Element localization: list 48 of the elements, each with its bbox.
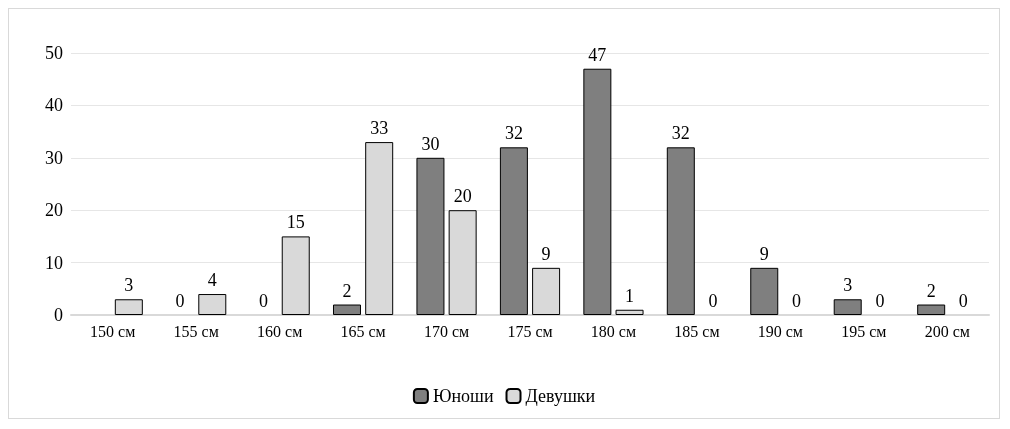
data-label: 0	[175, 291, 185, 311]
data-label: 15	[286, 212, 305, 233]
data-label: 0	[708, 291, 718, 311]
data-label: 32	[504, 123, 523, 144]
data-label: 0	[259, 291, 269, 311]
y-tick-label: 40	[45, 95, 63, 116]
y-tick-label: 10	[45, 252, 63, 273]
x-tick-label: 170 см	[423, 322, 470, 340]
y-tick-label: 50	[45, 43, 63, 63]
x-tick-label: 150 см	[90, 322, 136, 340]
data-label: 9	[759, 243, 769, 264]
data-label: 1	[625, 285, 635, 306]
legend-label: Юноши	[432, 386, 494, 406]
data-label: 0	[791, 291, 801, 311]
data-label: 47	[588, 44, 607, 65]
legend-label: Девушки	[525, 386, 596, 406]
data-label: 2	[342, 280, 352, 301]
bar	[666, 147, 695, 315]
bar	[499, 147, 528, 315]
x-tick-label: 200 см	[924, 322, 970, 340]
x-tick-label: 160 см	[257, 322, 303, 340]
data-label: 32	[671, 123, 690, 144]
data-label: 9	[541, 243, 551, 264]
data-label: 4	[207, 270, 217, 291]
data-label: 30	[421, 133, 440, 154]
data-label: 0	[875, 291, 885, 311]
bar	[583, 68, 612, 315]
y-tick-label: 30	[45, 147, 63, 168]
data-label: 33	[370, 118, 389, 139]
x-tick-label: 155 см	[173, 322, 219, 340]
data-label: 0	[958, 291, 968, 311]
x-tick-label: 165 см	[340, 322, 386, 340]
x-tick-label: 190 см	[757, 322, 803, 340]
y-tick-label: 0	[54, 305, 63, 325]
data-label: 3	[124, 275, 134, 296]
bar	[833, 299, 862, 315]
bar	[750, 267, 779, 315]
x-tick-label: 180 см	[590, 322, 637, 340]
data-label: 2	[926, 280, 936, 301]
x-tick-label: 185 см	[674, 322, 720, 340]
data-label: 20	[453, 186, 472, 207]
bar	[917, 304, 946, 315]
x-tick-label: 175 см	[507, 322, 553, 340]
bar	[416, 157, 445, 315]
x-tick-label: 195 см	[841, 322, 887, 340]
data-label: 3	[843, 275, 853, 296]
bar	[332, 304, 361, 315]
y-tick-label: 20	[45, 200, 63, 221]
